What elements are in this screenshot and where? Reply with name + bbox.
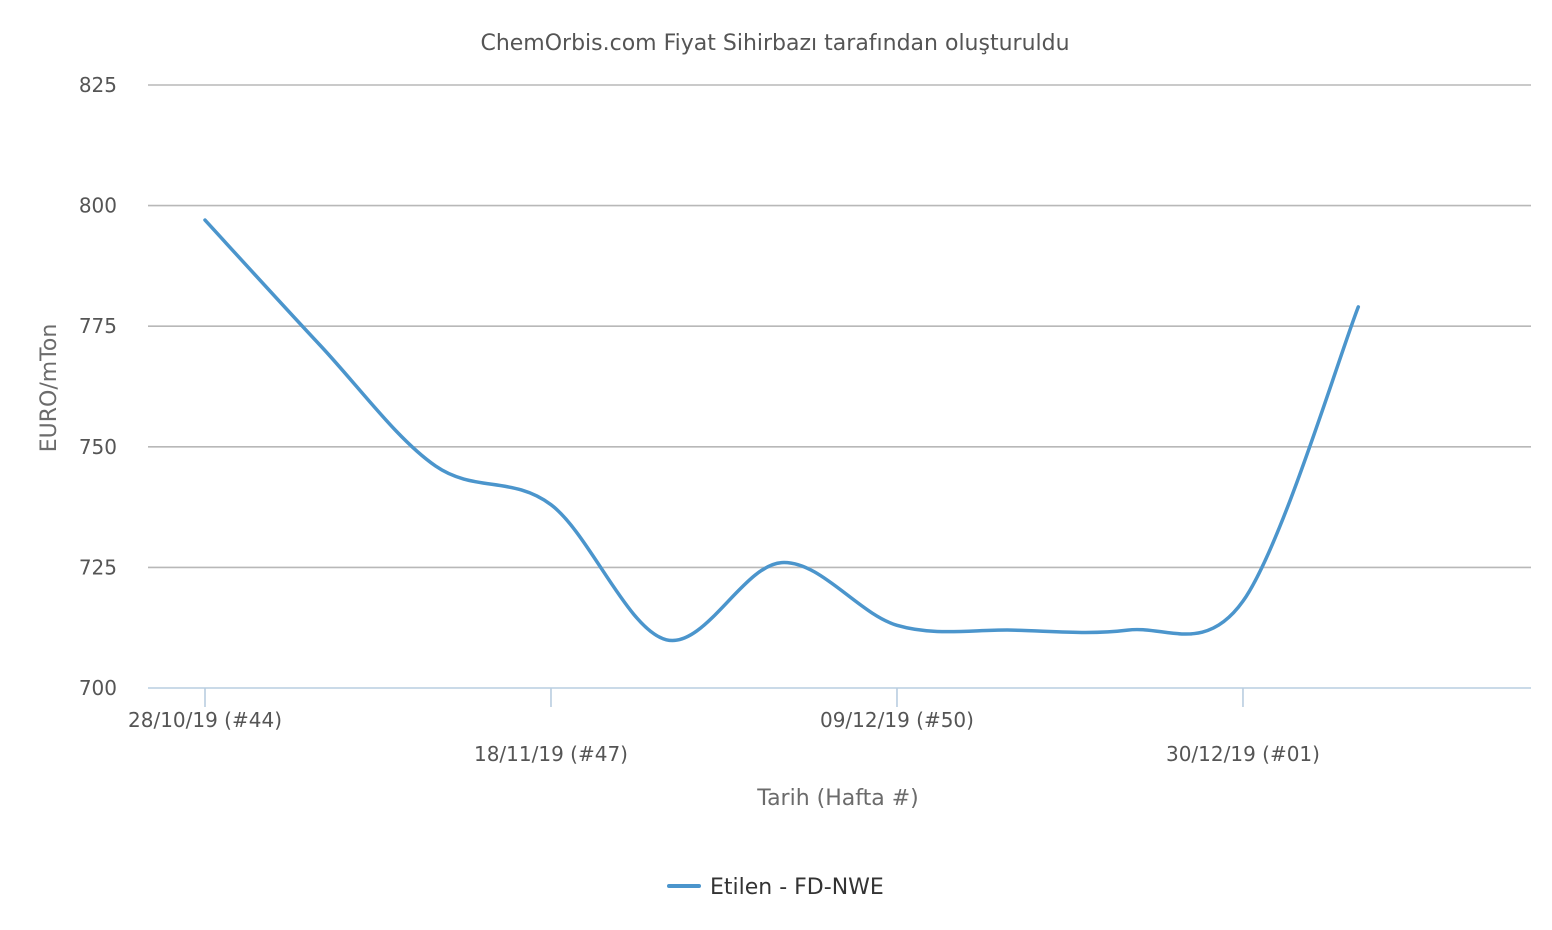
y-tick-label: 700 bbox=[79, 676, 117, 700]
chart-subtitle: ChemOrbis.com Fiyat Sihirbazı tarafından… bbox=[480, 31, 1069, 56]
y-tick-label: 800 bbox=[79, 194, 117, 218]
legend-label: Etilen - FD-NWE bbox=[710, 875, 884, 900]
gridlines bbox=[148, 84, 1531, 569]
x-axis-title: Tarih (Hafta #) bbox=[756, 786, 918, 811]
y-tick-label: 775 bbox=[79, 314, 117, 338]
legend[interactable]: Etilen - FD-NWE bbox=[667, 875, 884, 900]
series-lines bbox=[203, 218, 1361, 643]
x-tick-label: 30/12/19 (#01) bbox=[1166, 742, 1320, 766]
x-axis: 28/10/19 (#44) 18/11/19 (#47) 09/12/19 (#5… bbox=[128, 687, 1531, 766]
x-tick-label: 28/10/19 (#44) bbox=[128, 708, 282, 732]
x-tick-label: 18/11/19 (#47) bbox=[474, 742, 628, 766]
y-axis-title: EURO/mTon bbox=[37, 324, 62, 453]
y-tick-label: 750 bbox=[79, 435, 117, 459]
series-line[interactable] bbox=[203, 218, 1361, 643]
y-tick-label: 825 bbox=[79, 73, 117, 97]
y-tick-label: 725 bbox=[79, 555, 117, 579]
y-axis-ticks: 700 725 750 775 800 825 bbox=[79, 73, 117, 700]
x-tick-label: 09/12/19 (#50) bbox=[820, 708, 974, 732]
